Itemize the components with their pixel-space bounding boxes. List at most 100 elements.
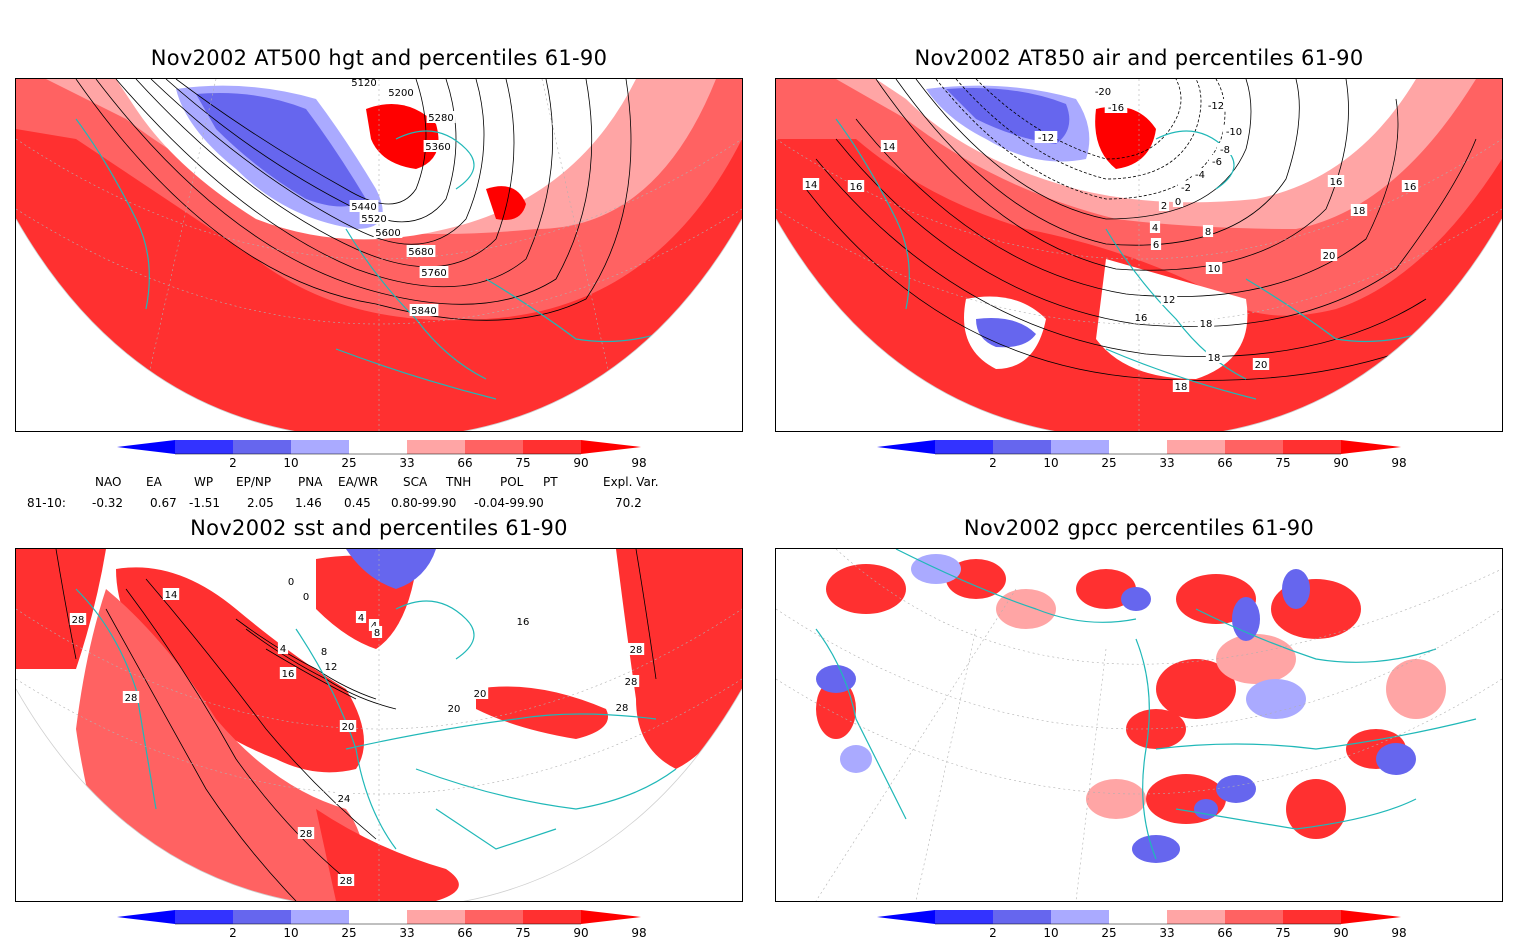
contour-label: 28: [630, 645, 643, 656]
colorbar-tick-label: 90: [1333, 926, 1348, 940]
contour-label: 8: [1205, 227, 1211, 238]
contour-label: -12: [1038, 133, 1054, 144]
colorbar-segment: [1109, 910, 1167, 924]
contour-label: 0: [1175, 197, 1181, 208]
contour-label-bg: [277, 642, 289, 654]
contour-label: 20: [448, 704, 461, 715]
contour-label-bg: [1350, 204, 1368, 216]
colorbar-tick-label: 2: [229, 926, 237, 940]
colorbar-segment: [1283, 440, 1341, 454]
contour-label: 5200: [388, 88, 413, 99]
contour-label-bg: [1158, 199, 1170, 211]
colorbar-tick-label: 75: [1275, 926, 1290, 940]
index-header: EA/WR: [338, 475, 379, 489]
contour-label-bg: [1091, 85, 1115, 97]
contour-label-bg: [1205, 262, 1223, 274]
contour-label-bg: [1216, 143, 1234, 155]
colorbar-tick-label: 10: [1043, 926, 1058, 940]
contour-label-bg: [847, 180, 865, 192]
index-header: PNA: [298, 475, 323, 489]
contour-label-bg: [349, 79, 379, 88]
index-value: -0.32: [92, 496, 124, 510]
colorbar-tick-label: 66: [457, 926, 472, 940]
colorbar-tick-label: 2: [989, 926, 997, 940]
colorbar-segment: [1109, 440, 1167, 454]
contour-label-bg: [880, 140, 898, 152]
contour-label: 0: [303, 592, 309, 603]
map-panel-gpcc: [775, 548, 1503, 902]
colorbar-segment: [1051, 910, 1109, 924]
index-header: WP: [194, 475, 214, 489]
index-header: SCA: [403, 475, 428, 489]
contour-label-bg: [1191, 168, 1209, 180]
contour-label-bg: [355, 611, 367, 623]
contour-label-bg: [297, 827, 315, 839]
shade-above-98: [1095, 106, 1156, 169]
contour-label-bg: [514, 615, 532, 627]
contour-label-bg: [445, 702, 463, 714]
contour-label: -16: [1108, 103, 1124, 114]
contour-label-bg: [1172, 195, 1184, 207]
map-edge: [776, 218, 1502, 431]
colorbar-segment: [1167, 440, 1225, 454]
contour-label-bg: [1160, 293, 1178, 305]
map-gpcc: [776, 549, 1502, 901]
contour-label-bg: [1104, 101, 1128, 113]
colorbar-arrow-low: [877, 910, 935, 924]
colorbar-tick-label: 2: [229, 456, 237, 470]
colorbar-tick-label: 33: [399, 926, 414, 940]
contour-label-bg: [1327, 175, 1345, 187]
teleconnection-indices: NAO EA WP EP/NP PNA EA/WR SCA TNH POL PT…: [0, 475, 760, 515]
contour-label-bg: [122, 691, 140, 703]
index-value: 2.05: [247, 496, 274, 510]
index-value: -1.51: [189, 496, 221, 510]
colorbar-arrow-low: [117, 910, 175, 924]
colorbar-segment: [1225, 910, 1283, 924]
contour-label: -20: [1095, 87, 1111, 98]
contour-label: 18: [1353, 206, 1366, 217]
contour-label-bg: [1132, 311, 1150, 323]
colorbar-segment: [993, 910, 1051, 924]
contour-lines: [805, 79, 1477, 381]
contour-label-bg: [337, 874, 355, 886]
colorbar-segment: [935, 440, 993, 454]
shade-10-25: [946, 88, 1070, 144]
contour-label: 0: [288, 577, 294, 588]
shade-above-98-b: [486, 186, 526, 220]
shade-75-90-atl: [76, 589, 364, 901]
contour-label: 20: [342, 722, 355, 733]
contour-label-bg: [419, 266, 449, 278]
map-edge: [16, 218, 742, 431]
contour-label-bg: [285, 575, 297, 587]
contour-label: 20: [474, 689, 487, 700]
colorbar-tick-label: 98: [1391, 926, 1406, 940]
contour-label-bg: [335, 792, 353, 804]
contour-label-bg: [300, 590, 312, 602]
contour-label-bg: [69, 613, 87, 625]
colorbar-segment: [291, 910, 349, 924]
map-sst: 0044488121416162020202428282828282828: [16, 549, 742, 901]
contour-label: -10: [1226, 127, 1242, 138]
contour-label-bg: [802, 178, 820, 190]
contour-label: 28: [300, 829, 313, 840]
colorbar-segment: [1283, 910, 1341, 924]
colorbar-tick-label: 33: [1159, 456, 1174, 470]
panel-title-gpcc: Nov2002 gpcc percentiles 61-90: [963, 516, 1315, 540]
contour-label: 18: [1200, 319, 1213, 330]
coastlines: [75, 588, 677, 850]
colorbar-hgt: 2 10 25 33 66 75 90 98: [117, 438, 647, 472]
colorbar-segment: [1051, 440, 1109, 454]
colorbar-tick-label: 25: [341, 456, 356, 470]
contour-label: 5680: [408, 247, 433, 258]
shade-90-98-east: [616, 549, 742, 769]
contour-label-bg: [1401, 180, 1419, 192]
index-header: EP/NP: [236, 475, 272, 489]
colorbar-segment: [407, 910, 465, 924]
panel-title-sst: Nov2002 sst and percentiles 61-90: [190, 516, 568, 540]
map-edge: [16, 688, 742, 901]
colorbar-tick-label: 90: [573, 926, 588, 940]
contour-label: 28: [625, 677, 638, 688]
contour-label: 16: [282, 669, 295, 680]
